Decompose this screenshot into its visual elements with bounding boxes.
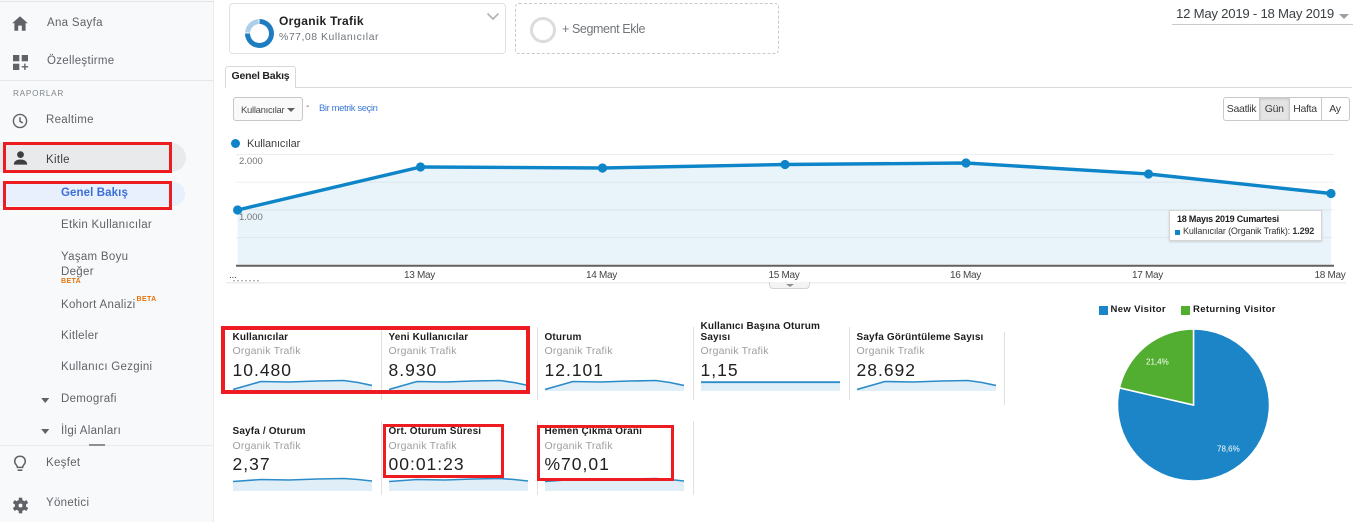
svg-text:78,6%: 78,6% — [1217, 445, 1240, 454]
svg-text:21,4%: 21,4% — [1146, 358, 1169, 367]
